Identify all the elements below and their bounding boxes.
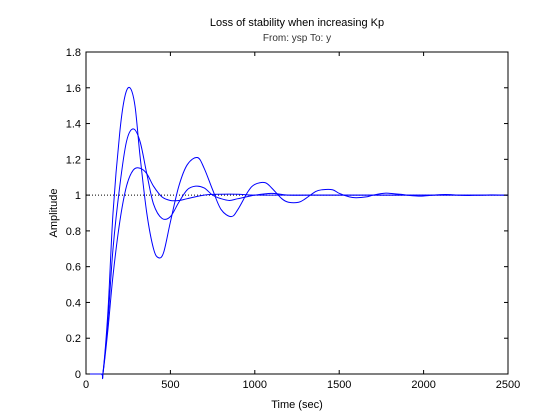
x-tick-label: 500 — [161, 379, 179, 391]
y-axis-ticks: 0 0.2 0.4 0.6 0.8 1 1.2 1.4 1.6 1.8 — [66, 47, 508, 381]
x-axis-ticks: 0 500 1000 1500 2000 2500 — [83, 52, 520, 391]
y-axis-label: Amplitude — [48, 189, 60, 238]
y-tick-label: 0.2 — [66, 333, 81, 345]
x-axis-label: Time (sec) — [271, 399, 323, 411]
y-tick-label: 1 — [75, 190, 81, 202]
y-tick-label: 1.2 — [66, 154, 81, 166]
y-tick-label: 1.6 — [66, 83, 81, 95]
y-tick-label: 0.6 — [66, 262, 81, 274]
series-line-2 — [85, 128, 508, 379]
x-tick-label: 1500 — [327, 379, 351, 391]
series-line-1 — [85, 167, 508, 378]
plot-area — [85, 51, 509, 375]
chart-subtitle: From: ysp To: y — [263, 33, 331, 44]
series-group — [85, 86, 509, 380]
x-tick-label: 2000 — [411, 379, 435, 391]
chart-title: Loss of stability when increasing Kp — [210, 17, 384, 29]
y-tick-label: 0.8 — [66, 226, 81, 238]
y-tick-label: 1.8 — [66, 47, 81, 59]
x-tick-label: 2500 — [496, 379, 520, 391]
series-line-3 — [85, 86, 509, 380]
y-tick-label: 1.4 — [66, 119, 81, 131]
y-tick-label: 0 — [75, 369, 81, 381]
x-tick-label: 1000 — [243, 379, 267, 391]
x-tick-label: 0 — [83, 379, 89, 391]
y-tick-label: 0.4 — [66, 297, 81, 309]
